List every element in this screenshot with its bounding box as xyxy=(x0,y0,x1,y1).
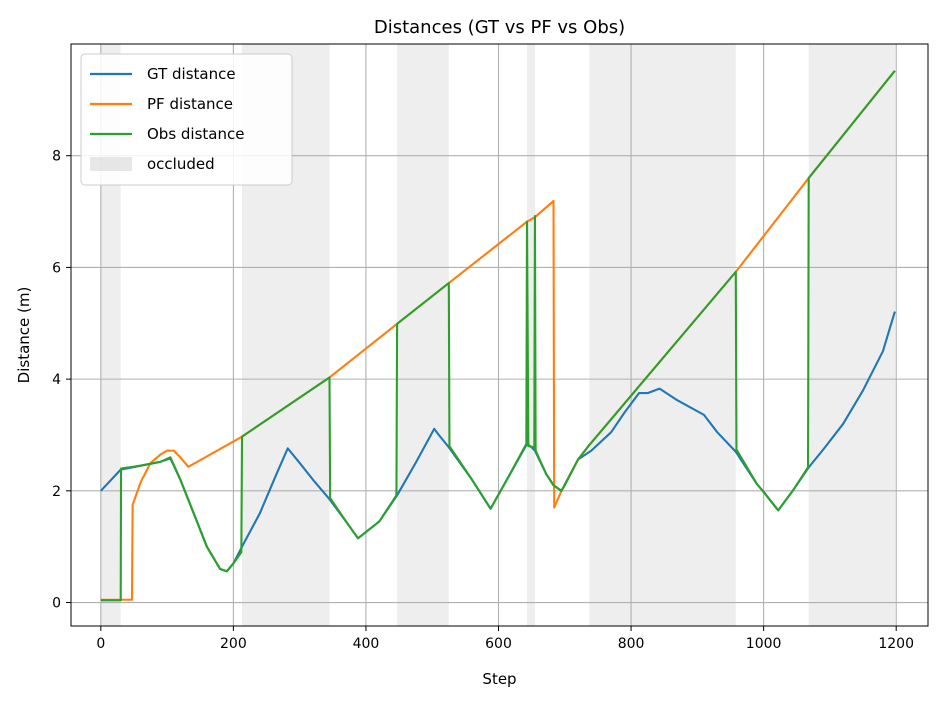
chart-title: Distances (GT vs PF vs Obs) xyxy=(374,17,625,38)
y-tick-label: 8 xyxy=(52,149,61,165)
x-tick-label: 1000 xyxy=(746,636,782,652)
y-axis-label: Distance (m) xyxy=(15,287,33,384)
x-tick-label: 0 xyxy=(96,636,105,652)
occluded-span xyxy=(397,44,449,626)
axis-ticks: 0 200 400 600 800 1000 1200 0 2 4 6 8 xyxy=(52,149,914,652)
series-obs-distance xyxy=(100,70,896,602)
legend: GT distance PF distance Obs distance occlud… xyxy=(80,53,293,186)
legend-box xyxy=(80,53,293,186)
grid-lines xyxy=(71,44,928,626)
y-tick-label: 0 xyxy=(52,596,61,612)
x-tick-label: 800 xyxy=(618,636,645,652)
x-axis-label: Step xyxy=(482,670,516,688)
y-tick-label: 6 xyxy=(52,260,61,276)
x-tick-label: 400 xyxy=(353,636,380,652)
occluded-span xyxy=(808,44,895,626)
legend-label: GT distance xyxy=(147,65,236,83)
x-tick-label: 600 xyxy=(485,636,512,652)
x-tick-label: 1200 xyxy=(878,636,914,652)
legend-label: occluded xyxy=(147,155,215,173)
legend-label: PF distance xyxy=(147,95,233,113)
x-tick-label: 200 xyxy=(220,636,247,652)
legend-label: Obs distance xyxy=(147,125,244,143)
axes-frame xyxy=(70,43,929,627)
y-tick-label: 2 xyxy=(52,484,61,500)
series-gt-distance xyxy=(100,311,896,573)
occluded-span xyxy=(100,44,121,626)
legend-swatch xyxy=(90,157,132,171)
y-tick-label: 4 xyxy=(52,372,61,388)
occluded-span xyxy=(527,44,535,626)
occluded-regions xyxy=(100,44,895,626)
occluded-span xyxy=(589,44,736,626)
series-lines xyxy=(100,70,896,602)
